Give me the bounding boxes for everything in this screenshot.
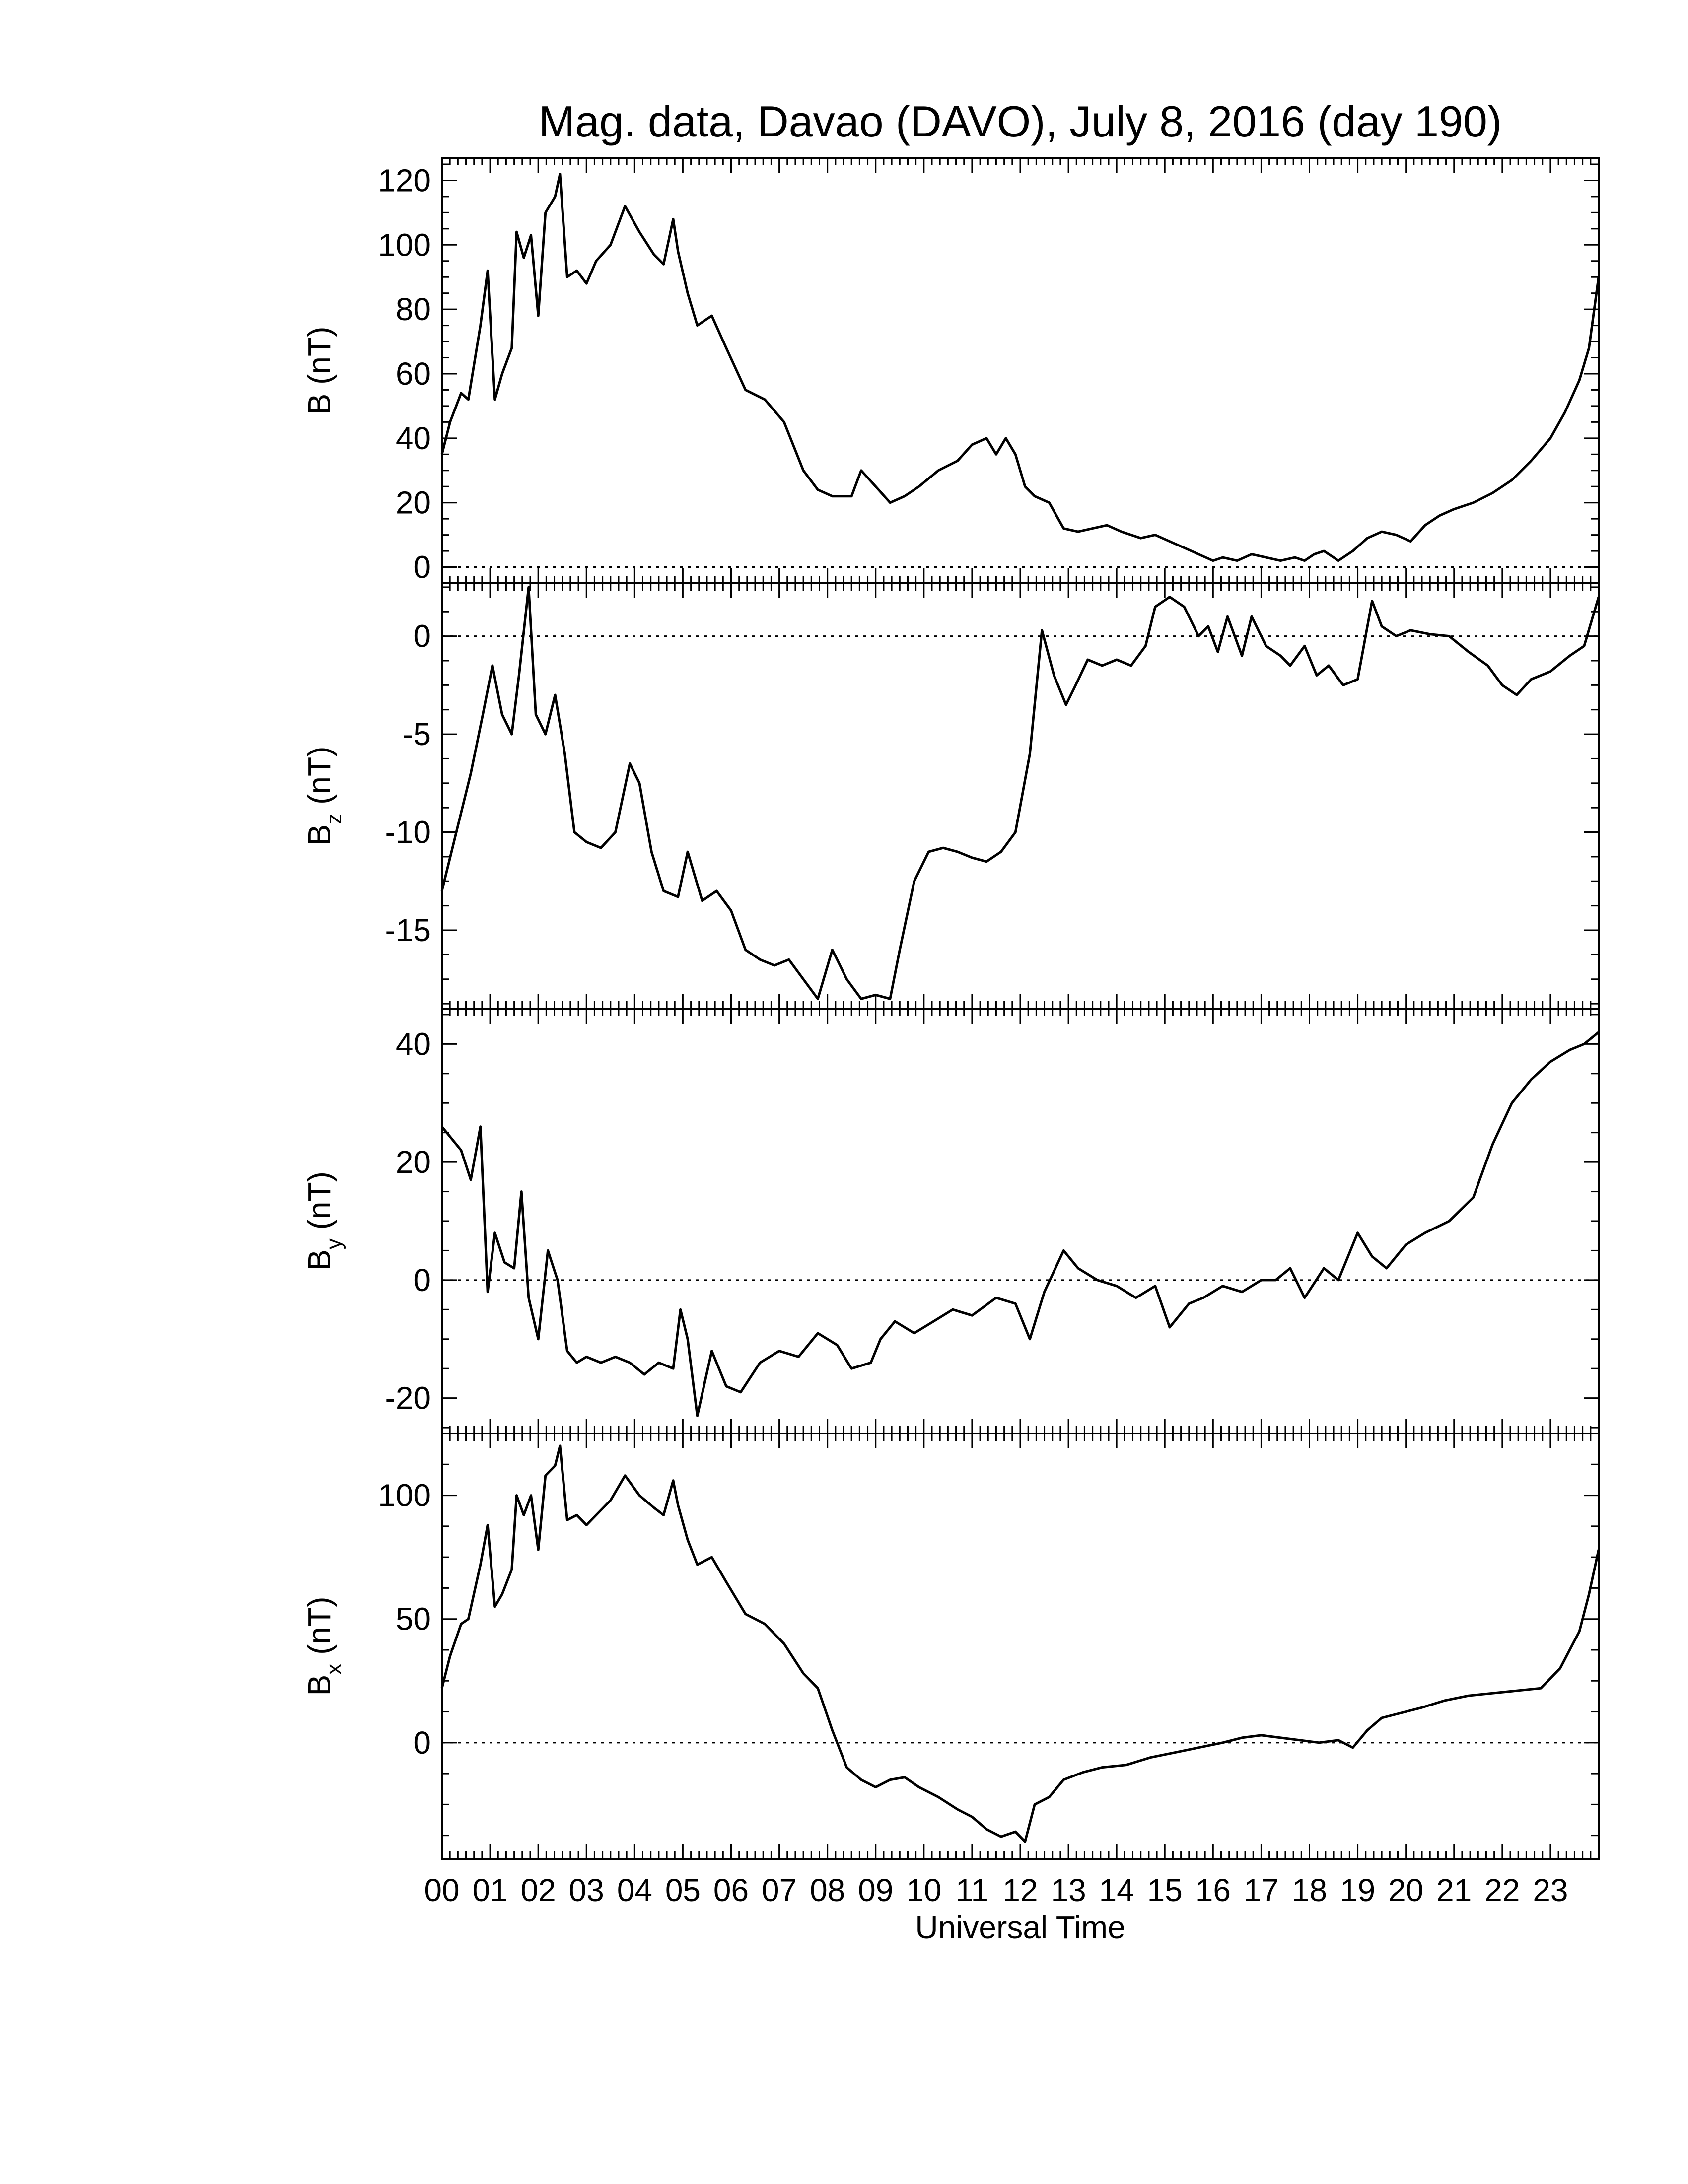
series-line (441, 1031, 1600, 1417)
plot-frame (441, 582, 1600, 1010)
y-tick-label: 40 (396, 1026, 431, 1062)
y-tick-label: 0 (413, 1262, 431, 1298)
figure-title: Mag. data, Davao (DAVO), July 8, 2016 (d… (539, 97, 1502, 146)
panel-b-total: 0 20 40 60 80 100 120 B (nT) (301, 157, 1600, 585)
x-tick-label: 04 (617, 1872, 652, 1908)
y-tick-label: 0 (413, 1725, 431, 1761)
panel-by: -20 0 20 40 By (nT) (301, 1008, 1600, 1434)
x-tick-label: 20 (1388, 1872, 1423, 1908)
y-tick-label: 0 (413, 549, 431, 585)
series-line (440, 173, 1600, 562)
x-tick-label: 15 (1147, 1872, 1183, 1908)
y-tick-label: 40 (396, 420, 431, 456)
plot-frame (441, 1433, 1600, 1860)
x-tick-label: 22 (1484, 1872, 1520, 1908)
y-tick-label: -10 (385, 815, 431, 850)
x-tick-label: 09 (858, 1872, 893, 1908)
y-axis-label: Bx (nT) (301, 1597, 346, 1696)
y-tick-label: -5 (403, 716, 431, 752)
y-tick-label: -15 (385, 912, 431, 948)
plot-frame (441, 1008, 1600, 1434)
y-tick-label: 50 (396, 1601, 431, 1637)
x-tick-label: 08 (810, 1872, 845, 1908)
x-axis-hour-labels: 00 01 02 03 04 05 06 07 08 09 10 11 12 13 14 15 16 17 18 19… (424, 1872, 1568, 1908)
x-tick-label: 00 (424, 1872, 459, 1908)
x-axis-label: Universal Time (915, 1910, 1125, 1945)
series-line (440, 1444, 1600, 1843)
x-tick-label: 18 (1292, 1872, 1327, 1908)
x-tick-label: 02 (521, 1872, 556, 1908)
series-line (440, 586, 1600, 1000)
y-tick-label: -20 (385, 1380, 431, 1416)
y-tick-label: 80 (396, 291, 431, 327)
x-tick-label: 14 (1099, 1872, 1134, 1908)
x-tick-label: 06 (713, 1872, 749, 1908)
x-tick-label: 03 (569, 1872, 604, 1908)
y-tick-label: 120 (378, 162, 431, 198)
x-tick-label: 13 (1051, 1872, 1086, 1908)
x-tick-label: 12 (1002, 1872, 1038, 1908)
panel-bz: -15 -10 -5 0 Bz (nT) (301, 582, 1600, 1010)
y-axis-label: By (nT) (301, 1171, 346, 1271)
y-tick-label: 60 (396, 356, 431, 392)
y-axis-label: Bz (nT) (301, 747, 346, 846)
y-tick-label: 20 (396, 485, 431, 521)
x-tick-label: 11 (956, 1872, 988, 1908)
y-tick-label: 100 (378, 227, 431, 263)
x-tick-label: 16 (1196, 1872, 1231, 1908)
y-tick-label: 0 (413, 618, 431, 654)
x-tick-label: 21 (1436, 1872, 1472, 1908)
x-tick-label: 23 (1533, 1872, 1568, 1908)
y-tick-label: 20 (396, 1144, 431, 1180)
x-tick-label: 19 (1340, 1872, 1375, 1908)
y-axis-label: B (nT) (301, 327, 337, 415)
y-tick-label: 100 (378, 1478, 431, 1513)
x-tick-label: 07 (762, 1872, 797, 1908)
x-tick-label: 10 (906, 1872, 941, 1908)
panel-bx: 0 50 100 Bx (nT) (301, 1433, 1600, 1860)
x-tick-label: 01 (472, 1872, 507, 1908)
x-tick-label: 05 (665, 1872, 701, 1908)
x-tick-label: 17 (1244, 1872, 1279, 1908)
plot-frame (441, 157, 1600, 584)
